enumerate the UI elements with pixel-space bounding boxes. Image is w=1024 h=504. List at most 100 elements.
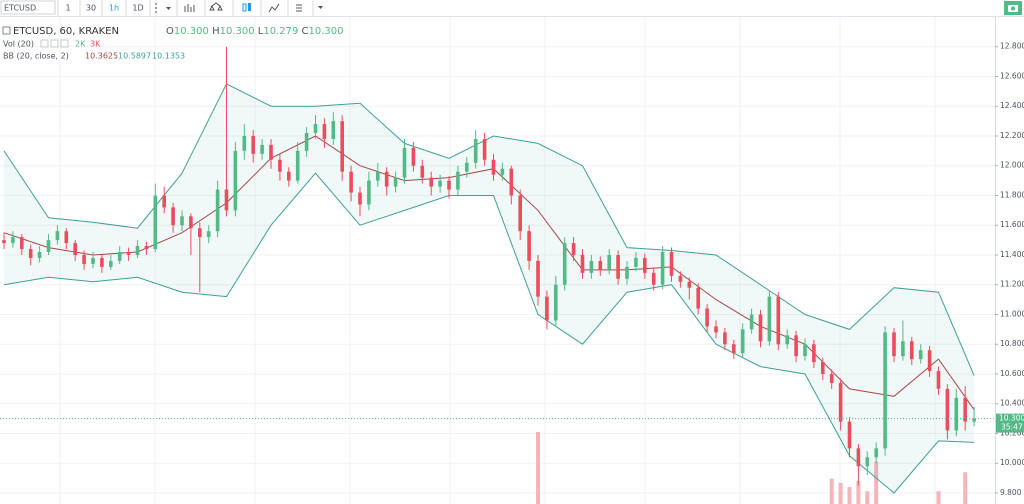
candle-body: [287, 171, 291, 181]
compare-icon[interactable]: [209, 2, 223, 11]
candle-body: [91, 257, 95, 264]
last-price-box: [996, 413, 1024, 433]
candle-body: [153, 195, 158, 250]
c-label: C: [302, 26, 309, 37]
c-value: 10.300: [309, 26, 344, 37]
y-tick-label: 10.400: [1000, 399, 1024, 408]
candle-body: [767, 296, 772, 342]
candle-body: [714, 326, 718, 333]
candle-body: [82, 254, 86, 264]
candle-body: [589, 260, 594, 273]
collapse-icon[interactable]: [2, 26, 11, 35]
candle-body: [776, 296, 781, 345]
candle-body: [651, 272, 656, 285]
candle-body: [607, 254, 611, 270]
candle-body: [295, 150, 300, 181]
candle-body: [73, 243, 77, 255]
vertical-grid: [59, 17, 936, 504]
candle-body: [420, 165, 425, 178]
symbol-box[interactable]: [0, 0, 56, 15]
candle-body: [322, 124, 327, 139]
candle-body: [580, 254, 585, 273]
candle-body: [438, 180, 442, 187]
bb-value: 10.5897: [118, 52, 151, 61]
candle-body: [749, 314, 754, 330]
dropdown-icon[interactable]: [318, 6, 323, 9]
y-tick-label: 12.200: [1000, 131, 1024, 140]
candle-body: [847, 421, 852, 449]
interval[interactable]: 1: [65, 4, 70, 13]
candle-body: [384, 171, 389, 187]
h-label: H: [212, 26, 220, 37]
candle-body: [64, 231, 69, 244]
more-menu[interactable]: [155, 3, 171, 13]
symbol-title: ETCUSD, 60, KRAKEN: [13, 26, 119, 37]
candle-body: [803, 344, 807, 357]
y-tick-label: 12.000: [1000, 161, 1024, 170]
volume-bar: [856, 480, 861, 504]
candle-body: [901, 341, 905, 357]
templates-icon[interactable]: [296, 4, 302, 12]
y-tick-label: 10.200: [1000, 428, 1024, 437]
volume-bar: [536, 432, 540, 504]
candle-body: [20, 237, 24, 250]
candle-body: [162, 195, 166, 208]
o-value: 10.300: [174, 26, 209, 37]
legend: ETCUSD, 60, KRAKEN O10.300 H10.300 L10.2…: [2, 26, 344, 61]
interval[interactable]: 1D: [132, 4, 143, 13]
candle-body: [37, 252, 42, 258]
toolbar: ETCUSD 1 30 1h 1D: [0, 0, 1024, 17]
candle-body: [963, 397, 967, 422]
candle-body: [821, 362, 825, 374]
candles-icon[interactable]: [242, 3, 251, 12]
candle-body: [660, 252, 665, 285]
separators: [57, 0, 314, 16]
ohlc: O10.300 H10.300 L10.279 C10.300: [166, 26, 344, 37]
y-tick-label: 11.000: [1000, 309, 1024, 318]
chart-type-icon[interactable]: [268, 3, 280, 13]
interval-active[interactable]: 1h: [109, 4, 119, 13]
candle-body: [500, 168, 505, 175]
candle-body: [402, 147, 407, 178]
o-label: O: [166, 26, 174, 37]
candle-body: [892, 332, 896, 357]
indicators-icon[interactable]: [184, 4, 195, 12]
volume-bar: [829, 478, 834, 504]
candle-body: [269, 144, 273, 160]
candle-body: [874, 448, 878, 458]
vol-icons[interactable]: [40, 39, 69, 48]
y-tick-label: 10.800: [1000, 339, 1024, 348]
candle-body: [927, 350, 932, 372]
vol-title: Vol (20): [3, 40, 34, 49]
candle-body: [304, 133, 309, 151]
band-fill: [4, 83, 975, 494]
candle-body: [109, 260, 113, 267]
y-tick-label: 11.200: [1000, 280, 1024, 289]
candle-body: [562, 243, 567, 285]
y-tick-label: 10.600: [1000, 369, 1024, 378]
candle-body: [972, 418, 976, 422]
candle-body: [144, 246, 149, 250]
candle-body: [367, 180, 371, 205]
candle-body: [242, 135, 247, 151]
candle-body: [233, 150, 238, 211]
candle-body: [349, 171, 353, 193]
candle-body: [678, 275, 683, 282]
y-tick-label: 12.600: [1000, 71, 1024, 80]
interval[interactable]: 30: [86, 4, 96, 13]
y-tick-label: 11.400: [1000, 250, 1024, 259]
candle-body: [509, 168, 514, 196]
candle-body: [376, 171, 380, 181]
candle-body: [643, 257, 647, 273]
candle-body: [55, 231, 60, 241]
candle-body: [491, 159, 496, 175]
candle-body: [313, 124, 318, 134]
candle-body: [829, 373, 834, 383]
candle-body: [696, 287, 700, 309]
candle-body: [634, 257, 638, 267]
candle-body: [625, 266, 629, 279]
last-price-label: 10.300: [999, 414, 1024, 423]
candle-body: [705, 308, 709, 327]
symbol-input[interactable]: ETCUSD: [4, 4, 36, 13]
candle-body: [135, 246, 140, 255]
